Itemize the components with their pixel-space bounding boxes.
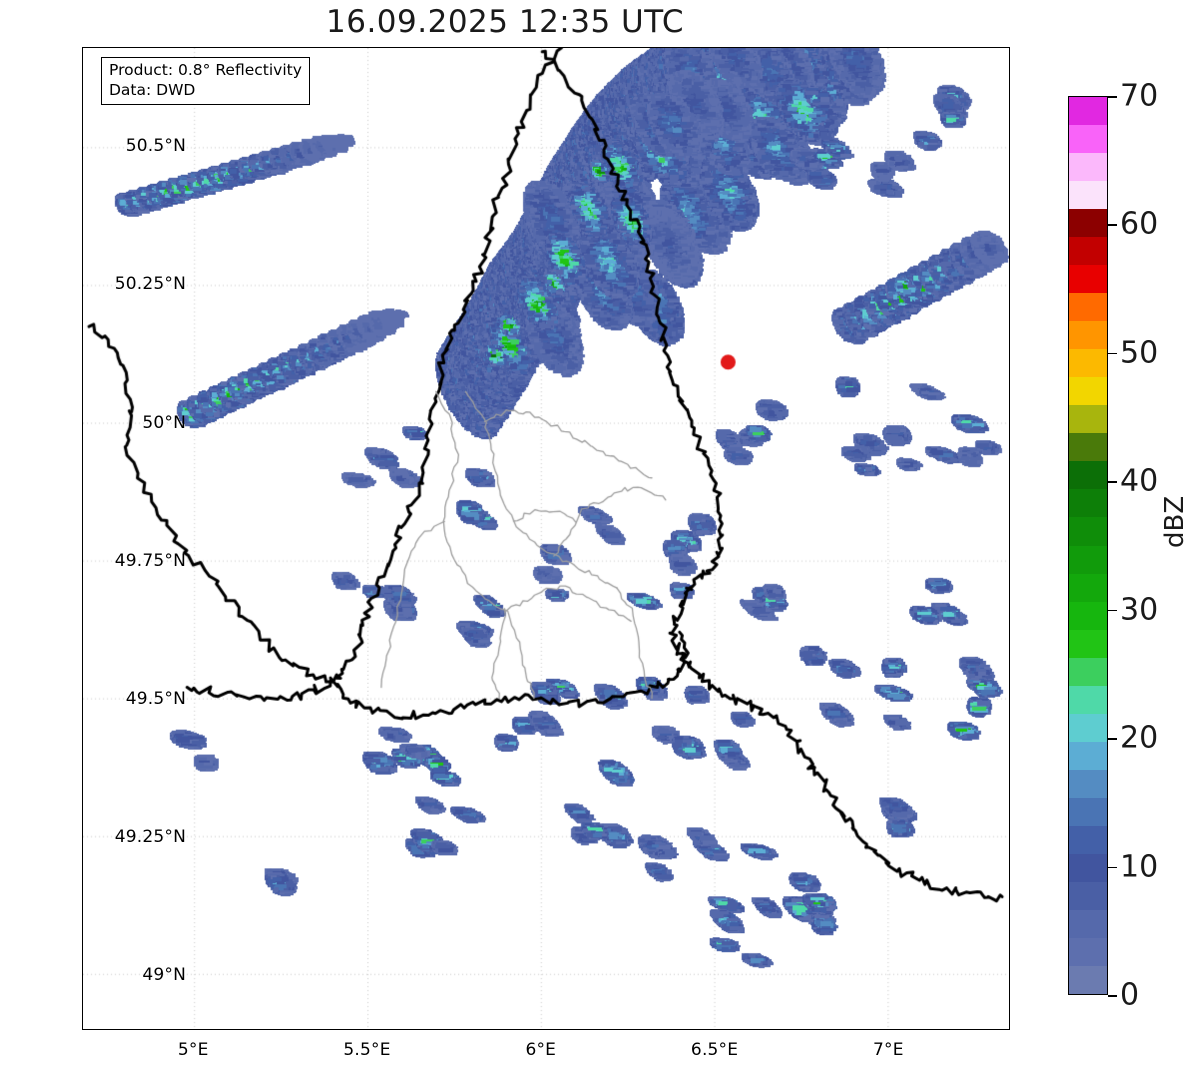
y-axis-tick-label: 49.5°N — [125, 688, 186, 709]
info-data-line: Data: DWD — [109, 80, 196, 99]
colorbar-tick-mark — [1108, 352, 1117, 355]
colorbar-axis-label: dBZ — [1160, 495, 1190, 548]
page-title: 16.09.2025 12:35 UTC — [326, 4, 684, 40]
colorbar-band — [1069, 321, 1107, 350]
x-axis-tick-label: 5°E — [177, 1040, 209, 1060]
colorbar-tick-label: 10 — [1120, 849, 1159, 885]
radar-map-plot[interactable]: Product: 0.8° Reflectivity Data: DWD — [82, 47, 1010, 1030]
colorbar-band — [1069, 825, 1107, 854]
colorbar-tick-mark — [1108, 481, 1117, 483]
colorbar[interactable] — [1068, 96, 1108, 995]
y-axis-tick-label: 50.25°N — [114, 274, 186, 295]
colorbar-band — [1069, 97, 1107, 126]
x-axis-tick-label: 7°E — [873, 1040, 904, 1060]
colorbar-band — [1069, 461, 1107, 490]
colorbar-band — [1069, 909, 1107, 938]
colorbar-band — [1069, 153, 1107, 182]
colorbar-tick-mark — [1108, 96, 1117, 98]
colorbar-band — [1069, 489, 1107, 518]
colorbar-tick-label: 40 — [1120, 463, 1159, 499]
y-axis-tick-label: 49°N — [142, 964, 186, 985]
colorbar-band — [1069, 853, 1107, 882]
colorbar-band — [1069, 797, 1107, 826]
colorbar-tick-label: 30 — [1120, 592, 1159, 628]
colorbar-band — [1069, 377, 1107, 406]
colorbar-band — [1069, 769, 1107, 798]
colorbar-tick-mark — [1108, 995, 1117, 997]
colorbar-band — [1069, 433, 1107, 462]
colorbar-band — [1069, 601, 1107, 630]
colorbar-tick-mark — [1108, 224, 1117, 227]
colorbar-band — [1069, 125, 1107, 154]
colorbar-tick-mark — [1108, 738, 1117, 740]
colorbar-gradient — [1069, 97, 1107, 994]
colorbar-band — [1069, 741, 1107, 770]
colorbar-band — [1069, 209, 1107, 238]
colorbar-band — [1069, 405, 1107, 434]
colorbar-band — [1069, 573, 1107, 602]
colorbar-band — [1069, 265, 1107, 294]
colorbar-band — [1069, 713, 1107, 742]
colorbar-band — [1069, 881, 1107, 910]
colorbar-band — [1069, 181, 1107, 210]
colorbar-band — [1069, 657, 1107, 686]
colorbar-tick-label: 20 — [1120, 720, 1159, 756]
colorbar-tick-label: 50 — [1120, 335, 1159, 371]
colorbar-band — [1069, 937, 1107, 966]
colorbar-band — [1069, 293, 1107, 322]
colorbar-tick-label: 60 — [1120, 206, 1159, 242]
x-axis-tick-label: 6°E — [525, 1040, 557, 1060]
x-axis-tick-label: 5.5°E — [343, 1040, 391, 1060]
colorbar-band — [1069, 629, 1107, 658]
colorbar-tick-label: 70 — [1120, 78, 1159, 114]
y-axis-tick-label: 50.5°N — [125, 136, 186, 157]
colorbar-tick-mark — [1108, 866, 1117, 869]
colorbar-band — [1069, 685, 1107, 714]
info-product-line: Product: 0.8° Reflectivity — [109, 61, 302, 79]
colorbar-band — [1069, 349, 1107, 378]
info-box: Product: 0.8° Reflectivity Data: DWD — [101, 57, 310, 106]
colorbar-tick-label: 0 — [1120, 977, 1140, 1013]
colorbar-tick-mark — [1108, 609, 1117, 612]
colorbar-band — [1069, 237, 1107, 266]
radar-map-canvas[interactable] — [83, 48, 1009, 1029]
y-axis-tick-label: 50°N — [142, 412, 186, 433]
colorbar-band — [1069, 517, 1107, 546]
y-axis-tick-label: 49.75°N — [114, 550, 186, 571]
colorbar-band — [1069, 545, 1107, 574]
colorbar-band — [1069, 965, 1107, 994]
y-axis-tick-label: 49.25°N — [114, 826, 186, 847]
x-axis-tick-label: 6.5°E — [690, 1040, 739, 1060]
